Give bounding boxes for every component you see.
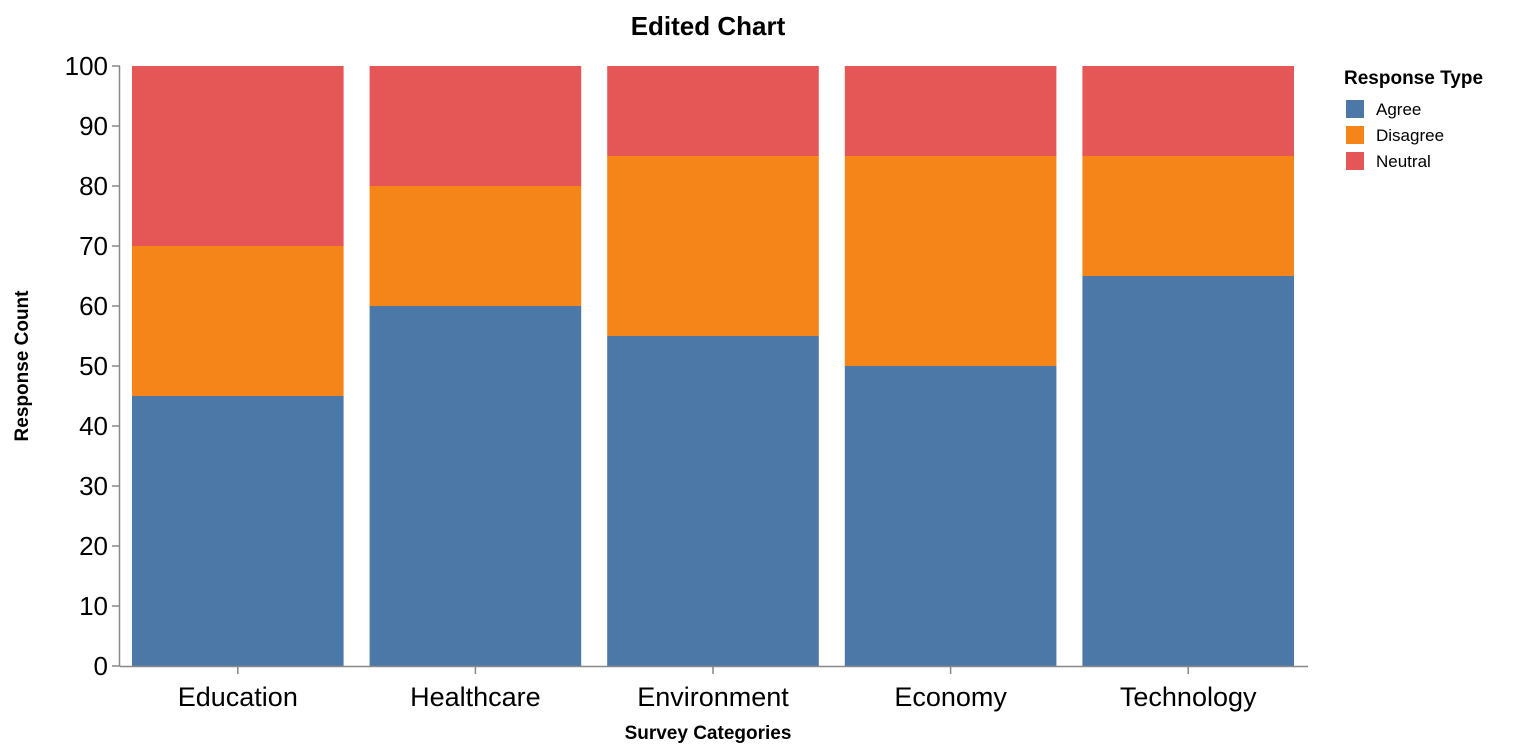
y-tick-label: 70 bbox=[79, 231, 108, 261]
legend-label-disagree: Disagree bbox=[1376, 126, 1444, 145]
bar-neutral-technology bbox=[1082, 66, 1294, 156]
x-tick-label-technology: Technology bbox=[1120, 682, 1257, 712]
bar-disagree-technology bbox=[1082, 156, 1294, 276]
legend-swatch-agree bbox=[1346, 100, 1364, 118]
legend-swatch-neutral bbox=[1346, 152, 1364, 170]
y-tick-label: 80 bbox=[79, 171, 108, 201]
x-tick-label-environment: Environment bbox=[637, 682, 789, 712]
x-axis-title: Survey Categories bbox=[625, 723, 792, 744]
legend-label-neutral: Neutral bbox=[1376, 152, 1431, 171]
y-tick-label: 60 bbox=[79, 291, 108, 321]
chart-title: Edited Chart bbox=[631, 11, 786, 41]
bar-disagree-economy bbox=[844, 156, 1057, 366]
bar-agree-technology bbox=[1082, 276, 1294, 666]
y-tick-label: 20 bbox=[79, 531, 108, 561]
bar-agree-education bbox=[132, 396, 344, 666]
y-tick-label: 100 bbox=[65, 51, 108, 81]
bar-neutral-education bbox=[132, 66, 344, 246]
bar-agree-healthcare bbox=[369, 306, 582, 666]
x-tick-label-education: Education bbox=[178, 682, 298, 712]
x-axis: Education Healthcare Environment Economy Tec… bbox=[120, 665, 1308, 712]
bar-neutral-environment bbox=[607, 66, 819, 156]
x-tick-label-healthcare: Healthcare bbox=[410, 682, 541, 712]
legend: Response Type Agree Disagree Neutral bbox=[1344, 68, 1483, 171]
y-tick-label: 50 bbox=[79, 351, 108, 381]
y-tick-label: 10 bbox=[79, 591, 108, 621]
y-axis-title: Response Count bbox=[12, 290, 33, 442]
y-tick-label: 90 bbox=[79, 111, 108, 141]
bar-agree-economy bbox=[844, 366, 1057, 666]
bar-disagree-environment bbox=[607, 156, 819, 336]
bar-agree-environment bbox=[607, 336, 819, 666]
bar-disagree-healthcare bbox=[369, 186, 582, 306]
legend-label-agree: Agree bbox=[1376, 100, 1421, 119]
bar-neutral-economy bbox=[844, 66, 1057, 156]
legend-swatch-disagree bbox=[1346, 126, 1364, 144]
y-axis: 0 10 20 30 40 50 60 70 80 90 100 bbox=[65, 51, 121, 681]
y-tick-label: 40 bbox=[79, 411, 108, 441]
bars-layer bbox=[132, 66, 1294, 666]
y-tick-label: 30 bbox=[79, 471, 108, 501]
legend-title: Response Type bbox=[1344, 68, 1483, 89]
x-tick-label-economy: Economy bbox=[894, 682, 1007, 712]
y-tick-label: 0 bbox=[94, 651, 108, 681]
bar-disagree-education bbox=[132, 246, 344, 396]
bar-neutral-healthcare bbox=[369, 66, 582, 186]
